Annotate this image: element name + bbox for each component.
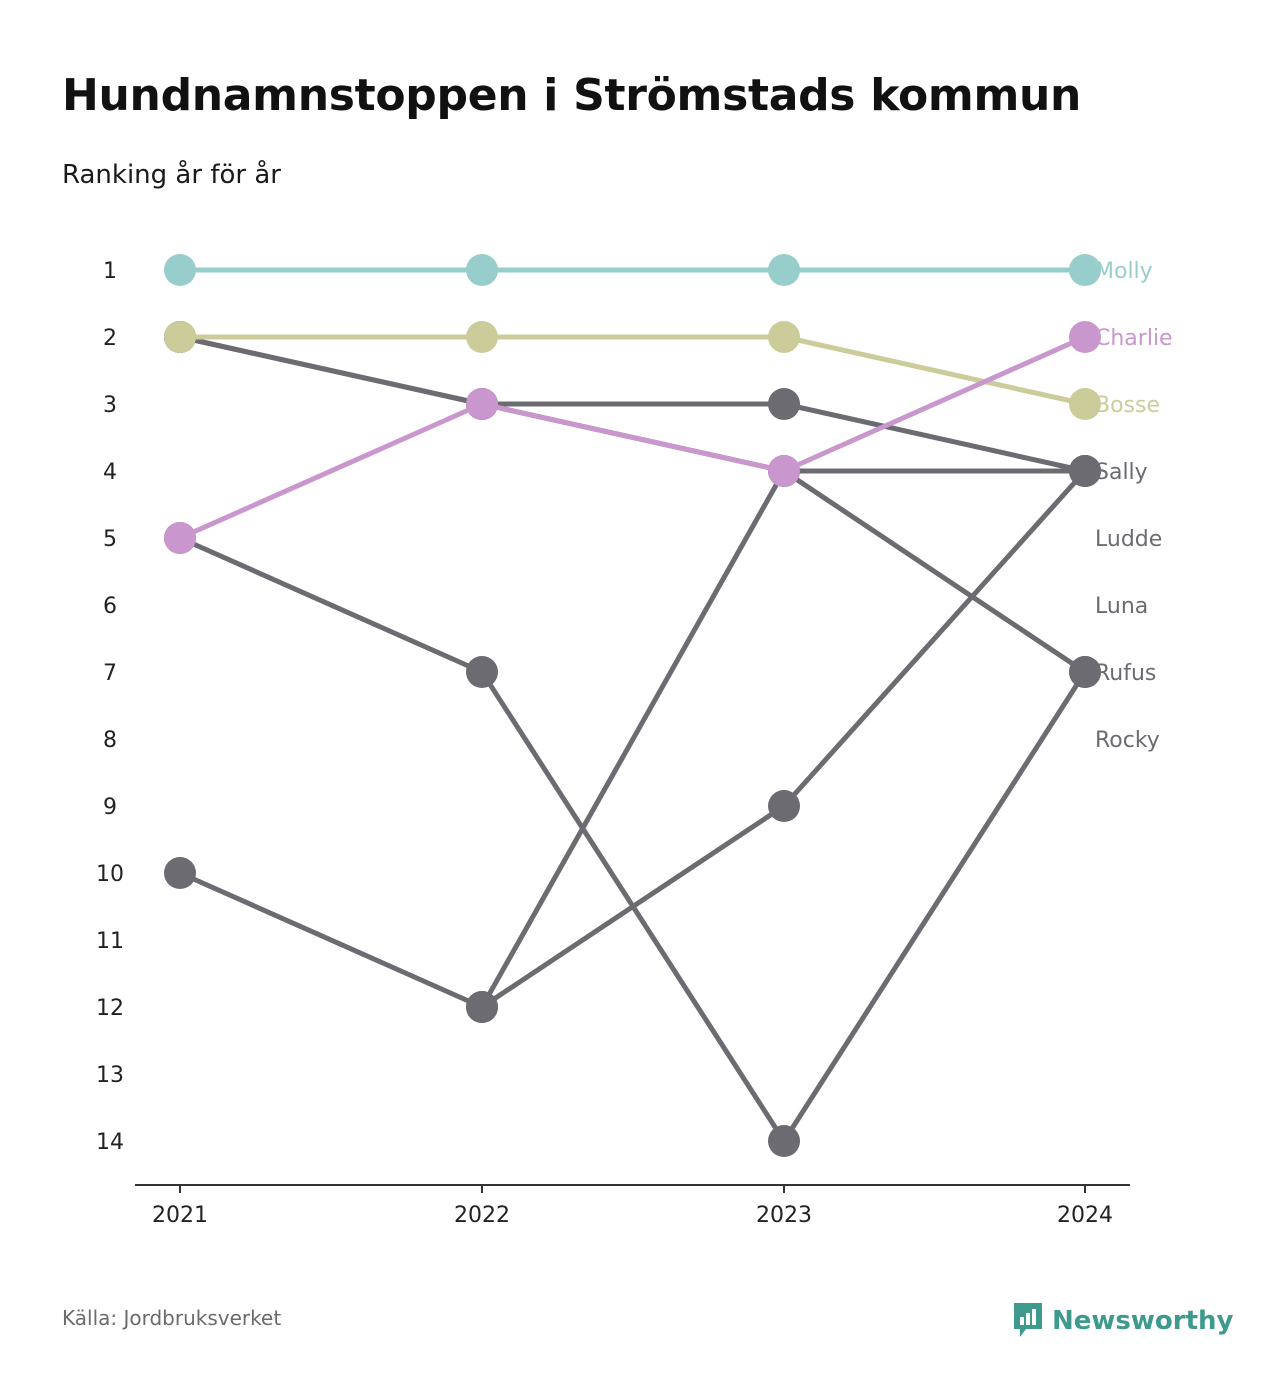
y-tick-label: 13 — [96, 1063, 124, 1088]
chart-subtitle: Ranking år för år — [62, 160, 281, 190]
point-bosse — [768, 321, 800, 353]
series-line-ludde — [479, 468, 1088, 1010]
series-label-sally: Sally — [1095, 460, 1148, 485]
series-label-luna: Luna — [1095, 594, 1148, 619]
newsworthy-logo-icon — [1014, 1303, 1042, 1337]
y-tick-label: 8 — [103, 728, 117, 753]
y-tick-label: 9 — [103, 795, 117, 820]
series-label-rufus: Rufus — [1095, 661, 1156, 686]
point-bosse — [466, 321, 498, 353]
point-luna — [768, 790, 800, 822]
series-label-charlie: Charlie — [1095, 326, 1173, 351]
point-bosse — [1069, 388, 1101, 420]
y-tick-label: 2 — [103, 326, 117, 351]
y-tick-label: 3 — [103, 393, 117, 418]
y-tick-label: 6 — [103, 594, 117, 619]
point-ludde — [466, 991, 498, 1023]
y-tick-label: 7 — [103, 661, 117, 686]
y-tick-label: 12 — [96, 996, 124, 1021]
series-label-ludde: Ludde — [1095, 527, 1162, 552]
point-rocky — [466, 656, 498, 688]
brand-logo[interactable]: Newsworthy — [1012, 1300, 1233, 1342]
point-rufus — [1069, 656, 1101, 688]
x-tick-label: 2023 — [756, 1203, 812, 1228]
y-tick-label: 14 — [96, 1130, 124, 1155]
point-molly — [768, 254, 800, 286]
point-rocky — [768, 1125, 800, 1157]
point-molly — [1069, 254, 1101, 286]
y-tick-label: 4 — [103, 460, 117, 485]
y-tick-label: 5 — [103, 527, 117, 552]
chart-title: Hundnamnstoppen i Strömstads kommun — [62, 70, 1082, 121]
point-charlie — [164, 522, 196, 554]
x-tick-label: 2022 — [454, 1203, 510, 1228]
point-charlie — [768, 455, 800, 487]
y-tick-label: 1 — [103, 259, 117, 284]
point-bosse — [164, 321, 196, 353]
x-tick-label: 2024 — [1057, 1203, 1113, 1228]
series-line-sally — [177, 334, 1088, 474]
brand-name: Newsworthy — [1052, 1306, 1234, 1336]
y-tick-label: 11 — [96, 929, 124, 954]
series-label-rocky: Rocky — [1095, 728, 1160, 753]
point-charlie — [1069, 321, 1101, 353]
series-line-luna — [177, 468, 1088, 1010]
point-molly — [466, 254, 498, 286]
x-tick-label: 2021 — [152, 1203, 208, 1228]
point-molly — [164, 254, 196, 286]
point-luna — [164, 857, 196, 889]
point-sally — [1069, 455, 1101, 487]
point-charlie — [466, 388, 498, 420]
y-tick-label: 10 — [96, 862, 124, 887]
source-note: Källa: Jordbruksverket — [62, 1306, 282, 1330]
series-label-molly: Molly — [1095, 259, 1153, 284]
series-line-bosse — [177, 334, 1088, 407]
series-label-bosse: Bosse — [1095, 393, 1160, 418]
point-sally — [768, 388, 800, 420]
series-line-rocky — [177, 535, 1088, 1144]
series-line-charlie — [177, 334, 1088, 541]
